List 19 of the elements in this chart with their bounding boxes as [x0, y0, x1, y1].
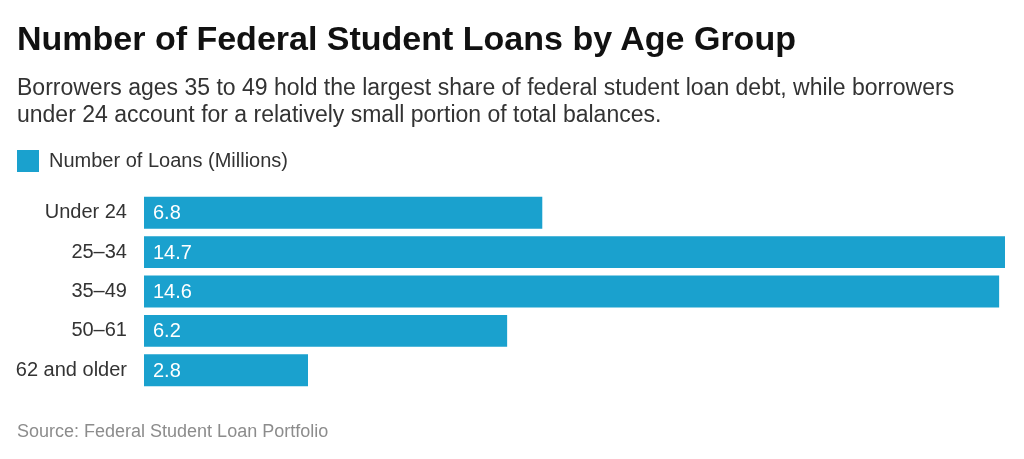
y-tick-label: 35–49 — [71, 279, 127, 302]
bar — [144, 275, 1000, 308]
data-label: 14.7 — [153, 240, 192, 263]
bar — [144, 354, 308, 387]
bar — [144, 236, 1005, 269]
bar — [144, 314, 508, 347]
data-label: 6.8 — [153, 201, 181, 224]
y-tick-label: 62 and older — [15, 357, 128, 380]
source-note: Source: Federal Student Loan Portfolio — [17, 421, 329, 441]
data-label: 6.2 — [153, 319, 181, 342]
legend-label: Number of Loans (Millions) — [49, 148, 288, 171]
y-tick-label: 25–34 — [71, 239, 127, 262]
y-tick-label: 50–61 — [71, 318, 127, 341]
data-label: 2.8 — [153, 358, 181, 381]
chart-subtitle: Borrowers ages 35 to 49 hold the largest share of federal student loan debt, while borrowers under 24 account for a relatively small portion of total balances. — [17, 74, 956, 128]
y-tick-label: Under 24 — [44, 200, 127, 223]
data-label: 14.6 — [153, 280, 192, 303]
bar — [144, 196, 543, 229]
chart-title: Number of Federal Student Loans by Age Group — [17, 18, 796, 58]
